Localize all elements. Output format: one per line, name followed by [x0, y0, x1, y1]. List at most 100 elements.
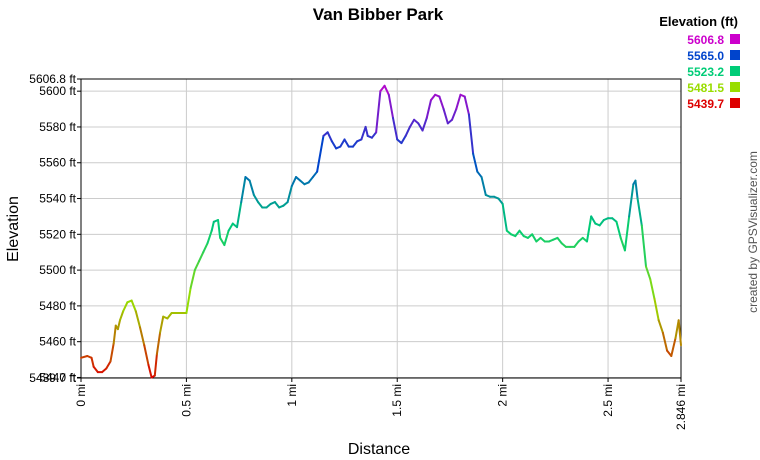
y-tick-label: 5439.7 ft — [29, 371, 76, 385]
elevation-segment — [122, 301, 129, 313]
legend-swatch — [730, 66, 740, 76]
x-tick-label: 1 mi — [285, 384, 299, 407]
y-tick-label: 5500 ft — [39, 263, 76, 277]
elevation-segment — [147, 363, 153, 379]
elevation-segment — [379, 84, 386, 93]
elevation-segment — [556, 236, 563, 245]
elevation-segment — [442, 108, 449, 125]
x-tick-label: 0.5 mi — [179, 384, 193, 417]
elevation-segment — [649, 278, 656, 300]
elevation-segment — [383, 84, 390, 96]
legend-label: 5439.7 — [687, 97, 724, 111]
elevation-segment — [143, 344, 150, 366]
y-tick-label: 5480 ft — [39, 299, 76, 313]
elevation-segment — [351, 140, 359, 148]
elevation-segment — [400, 134, 407, 145]
elevation-segment — [514, 229, 521, 238]
elevation-segment — [425, 99, 432, 120]
elevation-segment — [501, 202, 508, 232]
elevation-segment — [227, 222, 234, 232]
elevation-segment — [598, 219, 605, 227]
elevation-segment — [480, 176, 487, 196]
elevation-segment — [90, 356, 95, 368]
legend-title: Elevation (ft) — [659, 14, 738, 29]
elevation-segment — [628, 183, 635, 218]
x-tick-label: 2.846 mi — [674, 384, 688, 430]
elevation-segment — [636, 197, 643, 227]
y-tick-label: 5580 ft — [39, 120, 76, 134]
elevation-segment — [223, 229, 230, 247]
elevation-segment — [248, 179, 255, 196]
elevation-segment — [387, 93, 395, 120]
y-tick-label: 5560 ft — [39, 156, 76, 170]
elevation-segment — [155, 331, 162, 356]
elevation-segment — [670, 337, 677, 357]
elevation-segment — [92, 365, 99, 374]
elevation-segment — [185, 286, 192, 315]
elevation-segment — [339, 138, 346, 148]
elevation-profile — [80, 84, 682, 379]
elevation-segment — [518, 229, 525, 238]
y-tick-label: 5606.8 ft — [29, 72, 76, 86]
elevation-segment — [210, 220, 215, 232]
elevation-segment — [370, 131, 378, 139]
legend: 5606.8 5565.0 5523.2 5481.5 5439.7 — [687, 33, 740, 111]
elevation-segment — [677, 319, 682, 347]
elevation-segment — [326, 131, 333, 143]
plot-area-border — [80, 78, 682, 379]
elevation-segment — [404, 125, 411, 137]
legend-swatch — [730, 98, 740, 108]
elevation-segment — [590, 215, 597, 225]
elevation-segment — [661, 331, 669, 352]
elevation-segment — [119, 310, 125, 322]
elevation-segment — [476, 170, 483, 179]
y-tick-label: 5600 ft — [39, 84, 76, 98]
elevation-segment — [166, 312, 173, 320]
elevation-segment — [417, 122, 424, 132]
elevation-segment — [392, 117, 399, 141]
chart-title: Van Bibber Park — [313, 5, 444, 24]
elevation-segment — [206, 229, 213, 245]
elevation-segment — [360, 125, 367, 141]
elevation-segment — [623, 215, 631, 252]
grid — [81, 79, 681, 378]
legend-label: 5565.0 — [687, 49, 724, 63]
elevation-segment — [307, 176, 314, 184]
elevation-segment — [139, 326, 146, 347]
elevation-segment — [80, 354, 89, 359]
elevation-segment — [116, 319, 122, 331]
x-tick-label: 2.5 mi — [601, 384, 615, 417]
elevation-segment — [290, 176, 298, 188]
x-tick-label: 0 mi — [74, 384, 88, 407]
elevation-segment — [286, 185, 293, 204]
elevation-segment — [311, 170, 319, 179]
elevation-segment — [455, 93, 462, 111]
legend-label: 5481.5 — [687, 81, 724, 95]
y-tick-label: 5520 ft — [39, 227, 76, 241]
elevation-segment — [497, 197, 504, 205]
elevation-segment — [189, 269, 196, 289]
elevation-segment — [193, 260, 201, 272]
elevation-segment — [451, 108, 458, 121]
x-tick-label: 2 mi — [496, 384, 510, 407]
elevation-segment — [364, 125, 369, 137]
elevation-segment — [421, 117, 428, 132]
elevation-segment — [408, 118, 416, 128]
elevation-segment — [105, 360, 112, 370]
legend-swatch — [730, 34, 740, 44]
elevation-segment — [634, 179, 639, 200]
elevation-segment — [316, 134, 325, 173]
elevation-segment — [153, 353, 158, 377]
legend-swatch — [730, 50, 740, 60]
elevation-segment — [130, 299, 137, 313]
elevation-segment — [252, 193, 260, 204]
elevation-segment — [531, 233, 538, 243]
elevation-segment — [657, 319, 664, 334]
elevation-segment — [109, 342, 115, 363]
credit-text: created by GPSVisualizer.com — [746, 151, 760, 313]
elevation-segment — [615, 220, 622, 239]
elevation-segment — [653, 297, 660, 322]
elevation-segment — [217, 219, 222, 239]
